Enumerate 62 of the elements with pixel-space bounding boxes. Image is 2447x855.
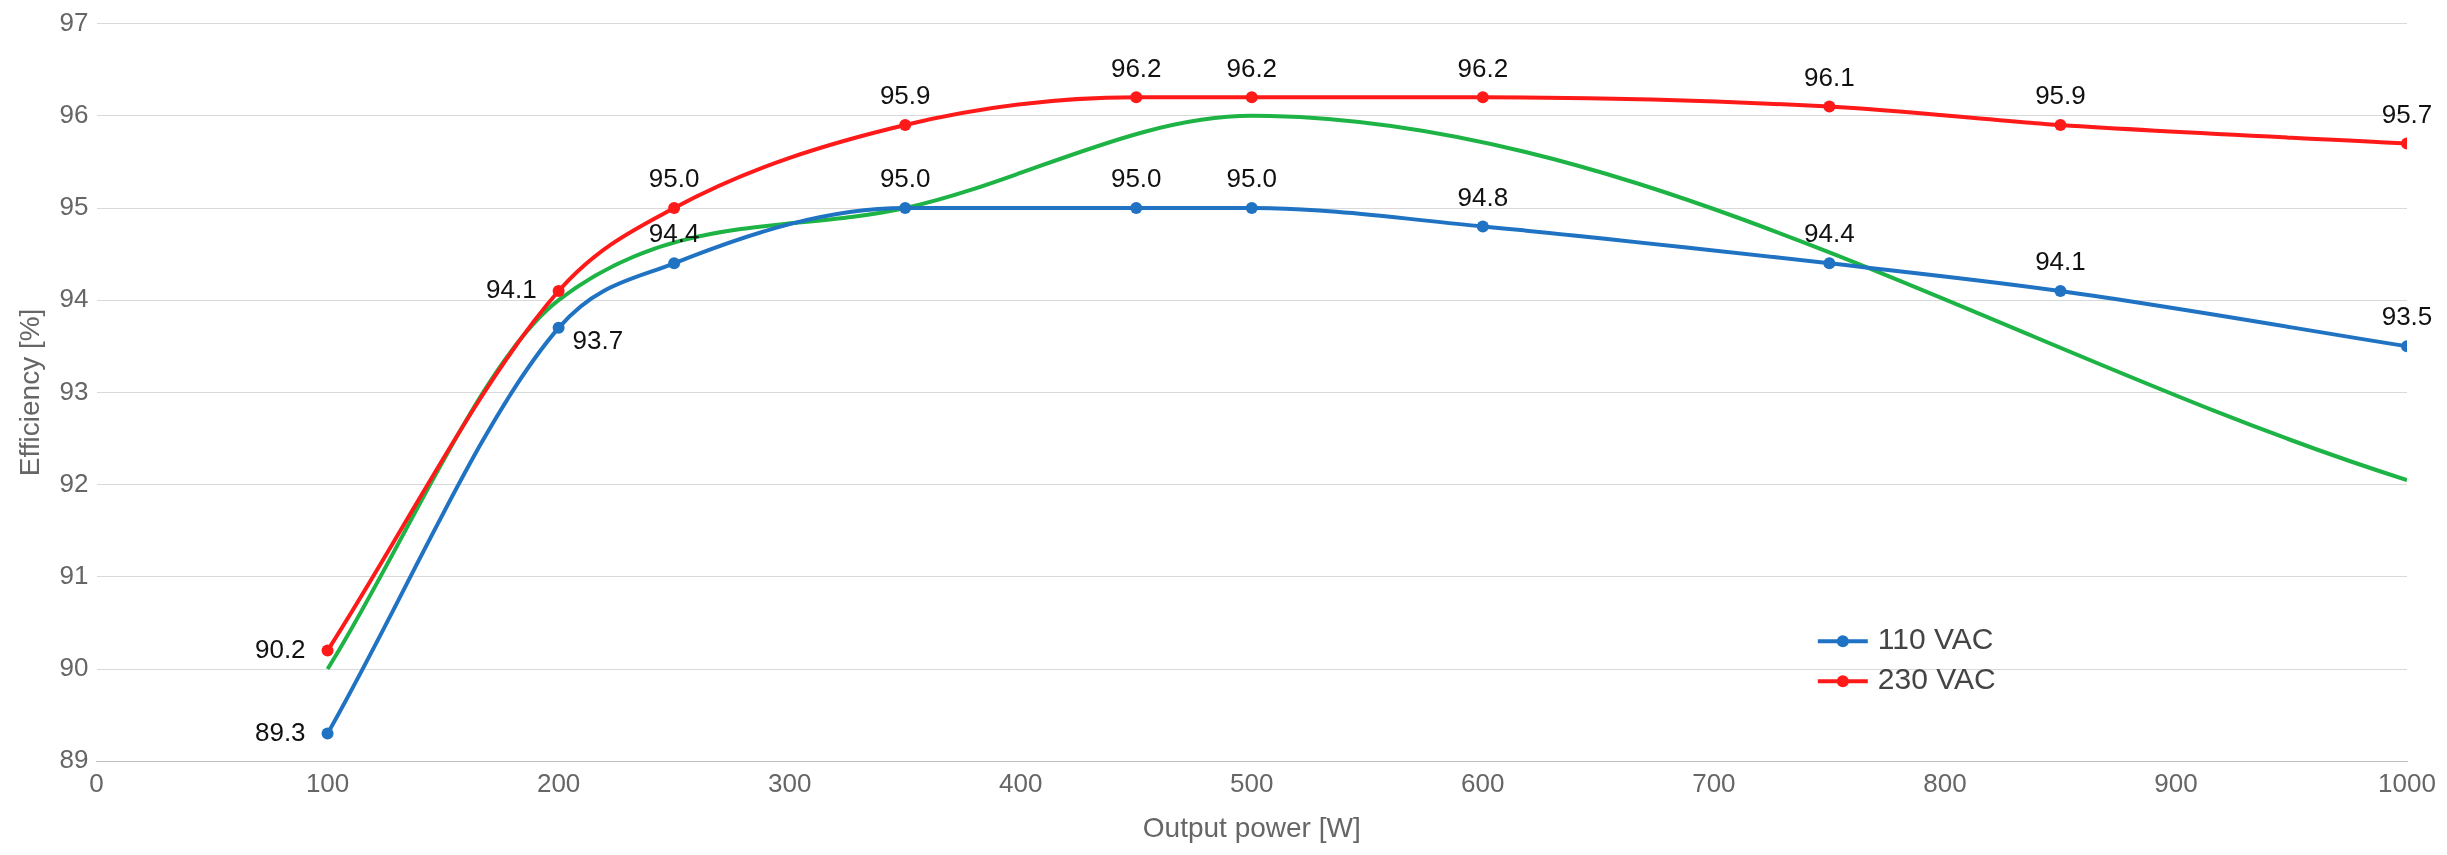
- point: [1823, 257, 1836, 270]
- point: [1823, 100, 1836, 113]
- data-label: 96.2: [1226, 52, 1278, 83]
- point: [2054, 119, 2067, 132]
- point: [1130, 91, 1143, 104]
- point: [1245, 202, 1258, 214]
- x-tick-label: 0: [89, 767, 104, 798]
- data-label: 94.4: [1804, 218, 1855, 249]
- data-label: 94.8: [1457, 181, 1509, 212]
- x-tick-label: 400: [999, 767, 1043, 798]
- point: [552, 284, 565, 297]
- data-label: 95.9: [2035, 80, 2086, 111]
- x-tick-label: 500: [1230, 767, 1274, 798]
- y-tick-label: 89: [59, 744, 89, 775]
- data-label: 96.2: [1110, 52, 1162, 83]
- y-tick-label: 97: [59, 6, 89, 37]
- data-label: 95.0: [1110, 163, 1162, 194]
- y-tick-label: 90: [59, 652, 89, 683]
- data-label: 94.4: [648, 218, 700, 249]
- data-label: 90.2: [254, 633, 306, 664]
- data-label: 89.3: [254, 716, 306, 747]
- data-label: 93.7: [572, 325, 624, 356]
- data-label: 95.7: [2381, 98, 2433, 129]
- point: [1476, 91, 1489, 104]
- data-label: 95.0: [648, 163, 700, 194]
- data-label: 95.0: [879, 163, 931, 194]
- point: [668, 257, 681, 270]
- point: [1245, 91, 1258, 104]
- x-tick-label: 900: [2154, 767, 2198, 798]
- x-tick-label: 300: [767, 767, 812, 798]
- y-tick-label: 96: [59, 98, 89, 129]
- y-tick-label: 92: [59, 467, 89, 498]
- y-tick-label: 95: [59, 191, 89, 222]
- data-label: 94.1: [486, 274, 537, 305]
- y-tick-label: 91: [59, 559, 89, 590]
- x-tick-label: 600: [1461, 767, 1505, 798]
- point: [899, 202, 912, 214]
- point: [552, 321, 565, 334]
- point: [899, 119, 912, 132]
- point: [321, 644, 334, 657]
- x-tick-label: 800: [1923, 767, 1967, 798]
- data-label: 93.5: [2381, 301, 2433, 332]
- data-label: 94.1: [2035, 246, 2086, 277]
- x-tick-label: 200: [536, 767, 581, 798]
- legend-label: 110 VAC: [1877, 622, 1994, 656]
- point: [668, 202, 681, 214]
- legend-label: 230 VAC: [1877, 662, 1996, 696]
- point: [1476, 220, 1489, 233]
- y-tick-label: 94: [59, 283, 89, 314]
- point: [321, 727, 334, 740]
- x-tick-label: 700: [1692, 767, 1736, 798]
- point: [2054, 284, 2067, 297]
- y-tick-label: 93: [59, 375, 89, 406]
- data-label: 95.9: [879, 80, 931, 111]
- x-axis-title: Output power [W]: [1142, 811, 1361, 843]
- point: [1130, 202, 1143, 214]
- data-label: 96.1: [1804, 61, 1855, 92]
- data-label: 95.0: [1226, 163, 1278, 194]
- x-tick-label: 1000: [2378, 767, 2436, 798]
- y-axis-title: Efficiency [%]: [13, 308, 45, 477]
- data-label: 96.2: [1457, 52, 1509, 83]
- x-tick-label: 100: [305, 767, 350, 798]
